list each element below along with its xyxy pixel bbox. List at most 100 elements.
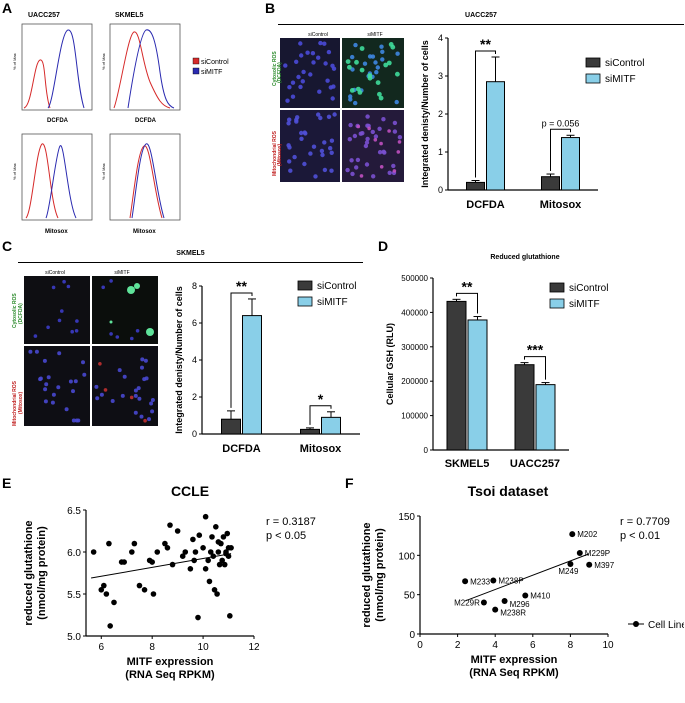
- cell-nucleus: [290, 94, 296, 99]
- category-label: Mitosox: [300, 443, 342, 455]
- panel-c-row2-line1: Mitochondrial ROS: [12, 380, 18, 426]
- cell-nucleus: [317, 89, 322, 94]
- y-tick-label: 4: [438, 33, 443, 43]
- cell-nucleus: [330, 96, 335, 101]
- cell-nucleus: [319, 148, 325, 154]
- panel-b-img-col1: siControl: [308, 32, 328, 38]
- cell-nucleus: [392, 169, 397, 173]
- data-point: [492, 606, 499, 613]
- cell-nucleus: [397, 135, 403, 140]
- cell-nucleus: [375, 80, 381, 85]
- cell-nucleus: [115, 335, 120, 339]
- data-point: [149, 559, 155, 565]
- x-tick-label: 4: [492, 640, 498, 651]
- y-tick-label: 400000: [401, 308, 428, 317]
- cell-nucleus: [299, 130, 304, 136]
- cell-nucleus: [364, 162, 370, 167]
- data-point: [501, 597, 508, 604]
- cell-nucleus: [310, 51, 316, 56]
- cell-nucleus: [377, 126, 382, 131]
- hist-box-uacc-mitosox: [21, 133, 93, 221]
- cell-nucleus: [103, 388, 108, 392]
- x-axis-label-line2: (RNA Seq RPKM): [125, 669, 215, 681]
- regression-line: [91, 553, 232, 579]
- cell-nucleus: [137, 396, 142, 401]
- data-point: [174, 528, 181, 534]
- cell-nucleus: [358, 131, 363, 136]
- green-cell: [134, 283, 140, 289]
- cell-nucleus: [397, 140, 402, 144]
- legend-marker: [633, 621, 639, 627]
- category-label: Mitosox: [540, 199, 582, 211]
- cell-nucleus: [68, 379, 73, 384]
- data-point: [107, 623, 113, 629]
- data-point: [209, 534, 215, 540]
- category-label: SKMEL5: [445, 458, 490, 470]
- cell-nucleus: [150, 398, 155, 402]
- significance-bracket: [524, 356, 546, 380]
- cell-nucleus: [356, 124, 361, 129]
- hist-ylabel-2: % of Max: [101, 53, 106, 70]
- cell-nucleus: [51, 285, 56, 290]
- cell-nucleus: [377, 91, 382, 97]
- cell-nucleus: [294, 119, 299, 124]
- panel-c-title: SKMEL5: [176, 250, 205, 257]
- data-point: [221, 561, 228, 568]
- bar-uacc257-sicontrol: [514, 364, 535, 451]
- data-point: [187, 566, 194, 572]
- bar-mitosox-sicontrol: [300, 428, 320, 435]
- cell-nucleus: [359, 46, 365, 51]
- legend-simitf-swatch: [549, 298, 565, 309]
- cell-nucleus: [359, 67, 365, 73]
- y-axis-label-line2: (nmol/mg protein): [374, 528, 386, 622]
- data-point: [225, 553, 232, 559]
- cell-nucleus: [364, 140, 370, 145]
- cell-nucleus: [362, 61, 368, 66]
- cell-nucleus: [43, 387, 48, 392]
- cell-nucleus: [349, 88, 355, 93]
- chart-title: Reduced glutathione: [490, 254, 559, 261]
- data-point: [164, 545, 171, 551]
- cell-nucleus: [305, 50, 310, 55]
- cell-nucleus: [348, 122, 353, 128]
- legend-a-simitf-label: siMITF: [201, 69, 222, 76]
- cell-nucleus: [354, 165, 359, 170]
- cell-nucleus: [66, 284, 71, 289]
- data-point: [169, 561, 176, 568]
- data-point: [162, 540, 168, 547]
- cell-nucleus: [363, 143, 369, 149]
- panel-b-title-rule: [278, 24, 684, 25]
- hist-uacc-mitosox-sicontrol: [25, 143, 59, 219]
- legend-sicontrol-label: siControl: [569, 283, 608, 294]
- y-tick-label: 5.5: [67, 590, 81, 601]
- x-axis-label-line1: MITF expression: [471, 654, 558, 666]
- cell-nucleus: [325, 78, 330, 83]
- cell-nucleus: [117, 368, 122, 373]
- cell-nucleus: [326, 114, 332, 120]
- bar-skmel5-simitf: [467, 319, 488, 451]
- panel-b-micrographs: Cytosolic ROS (DCFDA) Mitochondrial ROS …: [272, 38, 404, 182]
- cell-nucleus: [147, 417, 151, 422]
- panel-c-title-rule: [18, 262, 363, 263]
- y-tick-label: 0: [424, 446, 429, 455]
- cell-nucleus: [347, 64, 352, 70]
- cell-nucleus: [110, 399, 115, 403]
- legend-sicontrol-swatch: [549, 282, 565, 293]
- cell-nucleus: [323, 61, 328, 66]
- cell-nucleus: [380, 57, 385, 62]
- panel-e-title: CCLE: [171, 483, 209, 499]
- data-point: [214, 591, 220, 597]
- cell-nucleus: [285, 98, 290, 103]
- panel-e-stat-p: p < 0.05: [266, 530, 306, 542]
- cell-nucleus: [82, 372, 87, 377]
- bar-dcfda-simitf: [486, 81, 505, 191]
- cell-nucleus: [101, 285, 105, 290]
- significance-label: **: [480, 36, 491, 52]
- cell-nucleus: [386, 60, 392, 66]
- cell-nucleus: [56, 385, 61, 390]
- cell-nucleus: [46, 325, 50, 330]
- panel-d-bar-chart: 0 100000 200000 300000 400000 500000 Cellular …: [385, 254, 608, 470]
- cell-nucleus: [95, 396, 100, 401]
- data-point: [200, 545, 206, 551]
- cell-nucleus: [379, 44, 384, 49]
